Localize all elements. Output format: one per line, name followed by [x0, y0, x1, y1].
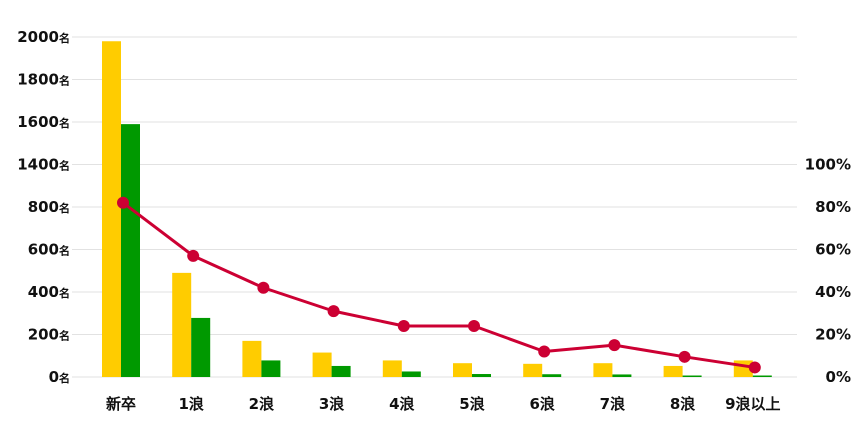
bar-series1-0: [102, 41, 121, 377]
bar-series2-4: [401, 371, 421, 377]
category-label: 1浪: [178, 395, 203, 413]
rate-point-7: [608, 339, 621, 352]
rate-point-1: [187, 249, 200, 262]
left-tick-label: 200名: [28, 326, 70, 344]
bar-series2-3: [331, 365, 351, 377]
category-label: 新卒: [106, 395, 136, 413]
left-tick-label: 1400名: [17, 156, 70, 174]
right-tick-label: 20%: [815, 326, 851, 344]
bar-series1-6: [523, 363, 543, 377]
left-tick-label: 800名: [28, 198, 70, 216]
bars: [102, 41, 772, 377]
bar-series1-7: [593, 363, 613, 377]
category-label: 5浪: [459, 395, 484, 413]
bar-series1-4: [382, 360, 402, 377]
left-tick-label: 1800名: [17, 71, 70, 89]
right-tick-label: 40%: [815, 283, 851, 301]
right-tick-label: 80%: [815, 198, 851, 216]
rate-points: [117, 196, 761, 374]
rate-point-5: [468, 320, 480, 332]
bar-series1-1: [172, 272, 192, 377]
rate-point-0: [117, 196, 129, 209]
bar-series1-3: [312, 352, 332, 377]
category-label: 4浪: [389, 395, 414, 413]
right-axis-ticks: 0% 20% 40% 60% 80% 100%: [805, 156, 851, 387]
left-tick-label: 1600名: [17, 113, 70, 131]
right-tick-label: 100%: [805, 156, 851, 174]
rate-line: [122, 201, 756, 369]
bar-series2-5: [472, 374, 491, 377]
bar-series2-6: [542, 374, 562, 377]
left-tick-label: 2000名: [17, 28, 70, 46]
bar-series2-7: [612, 374, 632, 377]
rate-point-2: [257, 281, 270, 294]
rate-point-3: [327, 305, 340, 318]
left-axis-ticks: 0名 200名 400名 600名 800名 1400名 1600名 1800名 2000名: [17, 28, 70, 386]
bar-series2-1: [191, 317, 211, 377]
rate-point-8: [678, 350, 691, 363]
category-label: 8浪: [670, 395, 695, 413]
right-tick-label: 0%: [826, 368, 851, 386]
bar-series1-8: [663, 365, 683, 377]
rate-point-9: [748, 361, 761, 374]
category-label: 3浪: [319, 395, 344, 413]
left-tick-label: 600名: [28, 241, 70, 259]
category-label: 6浪: [529, 395, 554, 413]
bar-series2-2: [261, 360, 281, 377]
category-label: 2浪: [249, 395, 274, 413]
rate-line-path: [122, 201, 756, 369]
rate-point-6: [538, 345, 551, 358]
bar-series2-0: [121, 124, 140, 377]
bar-series2-9: [752, 375, 772, 377]
bar-series1-5: [453, 363, 472, 377]
left-tick-label: 0名: [49, 368, 70, 386]
category-labels: 新卒 1浪 2浪 3浪 4浪 5浪 6浪 7浪 8浪 9浪以上: [106, 395, 781, 413]
bar-series1-2: [242, 340, 262, 377]
category-label: 9浪以上: [725, 395, 780, 413]
category-label: 7浪: [600, 395, 625, 413]
left-tick-label: 400名: [28, 283, 70, 301]
rate-point-4: [397, 320, 410, 332]
right-tick-label: 60%: [815, 241, 851, 259]
bar-series2-8: [682, 375, 702, 377]
